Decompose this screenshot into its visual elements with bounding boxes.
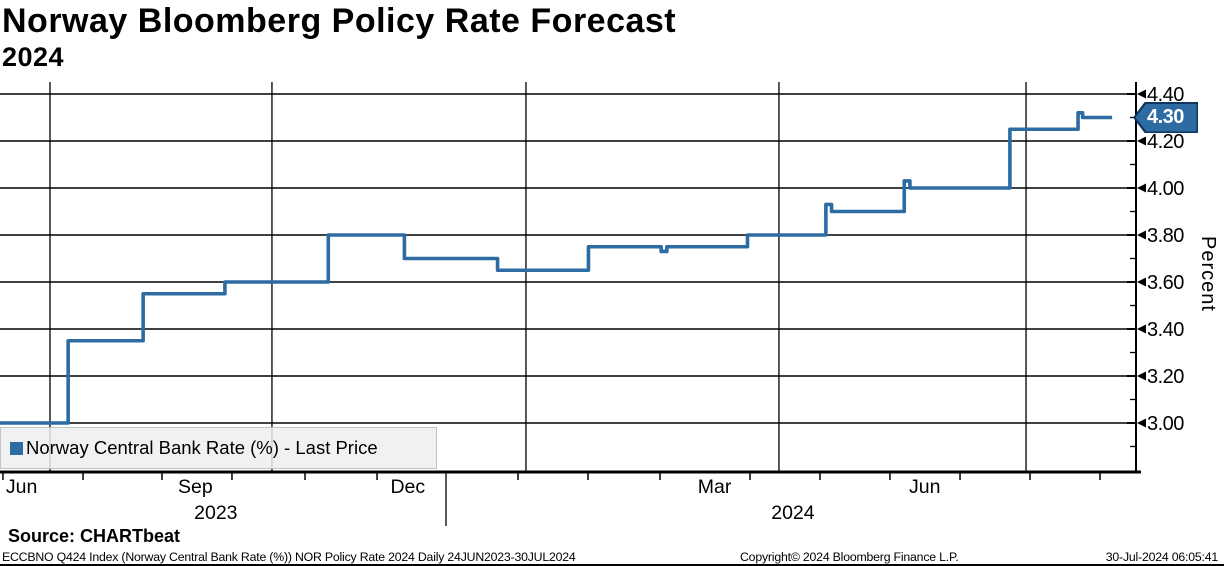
last-price-badge-label: 4.30 bbox=[1147, 106, 1184, 128]
y-tick-label: 3.80 bbox=[1147, 225, 1184, 247]
page-title: Norway Bloomberg Policy Rate Forecast bbox=[2, 2, 677, 40]
legend-label: Norway Central Bank Rate (%) - Last Pric… bbox=[26, 437, 378, 458]
y-tick-arrow-icon bbox=[1137, 324, 1146, 334]
footer-timestamp: 30-Jul-2024 06:05:41 bbox=[1105, 550, 1218, 564]
y-tick-arrow-icon bbox=[1137, 277, 1146, 287]
y-tick-arrow-icon bbox=[1137, 183, 1146, 193]
y-tick-label: 3.20 bbox=[1147, 366, 1184, 388]
last-price-badge: 4.30 bbox=[1133, 102, 1198, 133]
x-month-label: Sep bbox=[178, 476, 213, 498]
y-tick-arrow-icon bbox=[1137, 136, 1146, 146]
y-tick-label: 4.20 bbox=[1147, 131, 1184, 153]
y-tick-arrow-icon bbox=[1137, 371, 1146, 381]
y-tick-label: 3.40 bbox=[1147, 319, 1184, 341]
y-tick-arrow-icon bbox=[1137, 89, 1146, 99]
x-month-label: Jun bbox=[908, 476, 941, 498]
y-tick-arrow-icon bbox=[1137, 418, 1146, 428]
x-axis-labels: Jun Sep Dec Mar Jun 2023 2024 bbox=[0, 476, 1224, 526]
footer-copyright: Copyright© 2024 Bloomberg Finance L.P. bbox=[740, 550, 959, 564]
x-month-label: Mar bbox=[697, 476, 732, 498]
source-label: Source: CHARTbeat bbox=[8, 526, 181, 546]
legend[interactable]: Norway Central Bank Rate (%) - Last Pric… bbox=[0, 427, 437, 469]
y-tick-label: 3.00 bbox=[1147, 413, 1184, 435]
page-subtitle: 2024 bbox=[2, 42, 65, 72]
y-tick-arrow-icon bbox=[1137, 230, 1146, 240]
y-tick-label: 3.60 bbox=[1147, 272, 1184, 294]
legend-marker-icon bbox=[10, 441, 23, 455]
x-year-label: 2023 bbox=[194, 502, 238, 524]
x-month-label: Jun bbox=[5, 476, 38, 498]
rate-line[interactable] bbox=[0, 111, 1113, 425]
y-axis-title: Percent bbox=[1197, 236, 1219, 312]
last-price-badge-fill bbox=[1135, 103, 1197, 132]
panel-bottom-border bbox=[0, 563, 1224, 566]
x-month-label: Dec bbox=[390, 476, 426, 498]
y-tick-label: 4.00 bbox=[1147, 178, 1184, 200]
footer-description: ECCBNO Q424 Index (Norway Central Bank R… bbox=[2, 550, 576, 564]
x-year-label: 2024 bbox=[771, 502, 815, 524]
